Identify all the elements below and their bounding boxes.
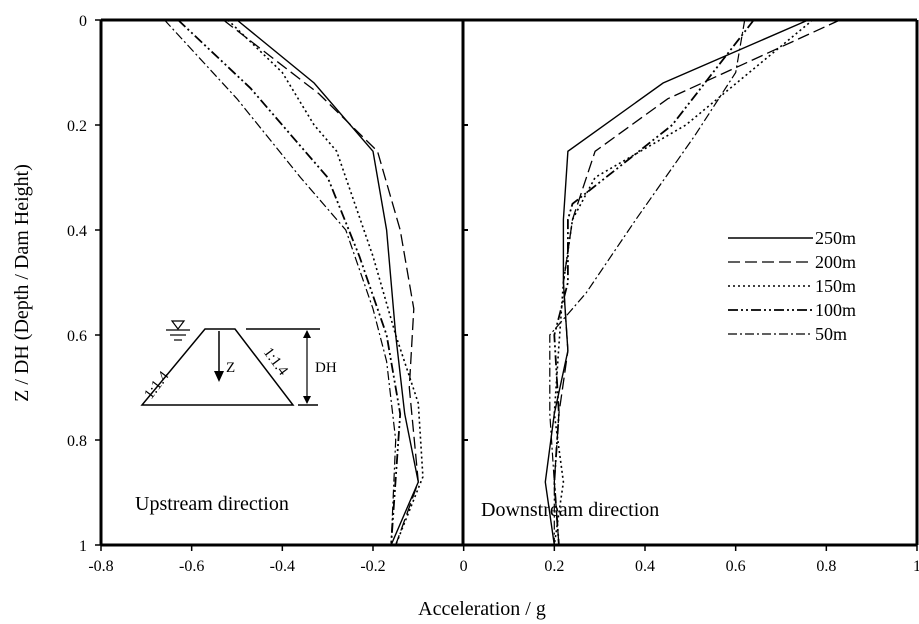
series-line-upstream-5 — [164, 19, 397, 546]
plot-frame — [99, 18, 919, 547]
legend-label: 50m — [815, 324, 847, 344]
x-tick-label: -0.8 — [88, 558, 113, 575]
x-tick-label: -0.2 — [360, 558, 385, 575]
y-tick-labels: 0 0.2 0.4 0.6 0.8 1 — [67, 13, 87, 555]
depth-arrow-head — [214, 371, 224, 382]
x-tick-label: 0.4 — [635, 558, 655, 575]
series-layer — [164, 19, 841, 546]
dam-inset-diagram: Z DH 1:1.4 1:1.4 — [140, 320, 337, 406]
y-axis-title: Z / DH (Depth / Dam Height) — [11, 164, 33, 402]
y-tick-label: 0.4 — [67, 223, 87, 240]
x-tick-label: 0 — [460, 558, 468, 575]
panel-label-downstream: Downstream direction — [481, 499, 659, 521]
y-tick-label: 0.6 — [67, 328, 87, 345]
height-arrow-bottom — [303, 396, 311, 404]
y-tick-label: 1 — [79, 538, 87, 555]
series-line-upstream-4 — [177, 19, 402, 546]
legend-label: 100m — [815, 300, 856, 320]
series-line-downstream-2 — [553, 19, 841, 546]
legend-label: 200m — [815, 252, 856, 272]
height-label: DH — [315, 360, 337, 376]
x-axis-title: Acceleration / g — [418, 598, 546, 620]
series-line-upstream-3 — [227, 19, 424, 546]
water-level-icon — [170, 320, 186, 330]
x-tick-label: 0.6 — [726, 558, 746, 575]
series-line-downstream-3 — [553, 19, 814, 546]
depth-label: Z — [226, 360, 235, 376]
x-tick-labels: -0.8 -0.6 -0.4 -0.2 0 0.2 0.4 0.6 0.8 1 — [88, 558, 919, 575]
series-line-downstream-5 — [549, 19, 746, 545]
x-tick-label: 0.2 — [544, 558, 564, 575]
y-tick-label: 0.8 — [67, 433, 87, 450]
height-arrow-top — [303, 330, 311, 338]
legend-label: 250m — [815, 228, 856, 248]
series-line-downstream-1 — [544, 19, 809, 546]
series-line-upstream-1 — [236, 19, 420, 546]
legend: 250m 200m 150m 100m 50m — [728, 228, 856, 344]
legend-label: 150m — [815, 276, 856, 296]
x-tick-label: -0.4 — [270, 558, 295, 575]
x-tick-label: 0.8 — [816, 558, 836, 575]
panel-label-upstream: Upstream direction — [135, 493, 289, 515]
x-tick-label: -0.6 — [179, 558, 204, 575]
right-slope-label: 1:1.4 — [260, 345, 291, 379]
dam-cross-section — [140, 328, 295, 406]
series-line-downstream-4 — [553, 19, 755, 546]
y-tick-label: 0.2 — [67, 118, 87, 135]
y-tick-label: 0 — [79, 13, 87, 30]
x-tick-label: 1 — [913, 558, 919, 575]
series-line-upstream-2 — [223, 19, 419, 546]
tick-marks — [95, 19, 918, 551]
